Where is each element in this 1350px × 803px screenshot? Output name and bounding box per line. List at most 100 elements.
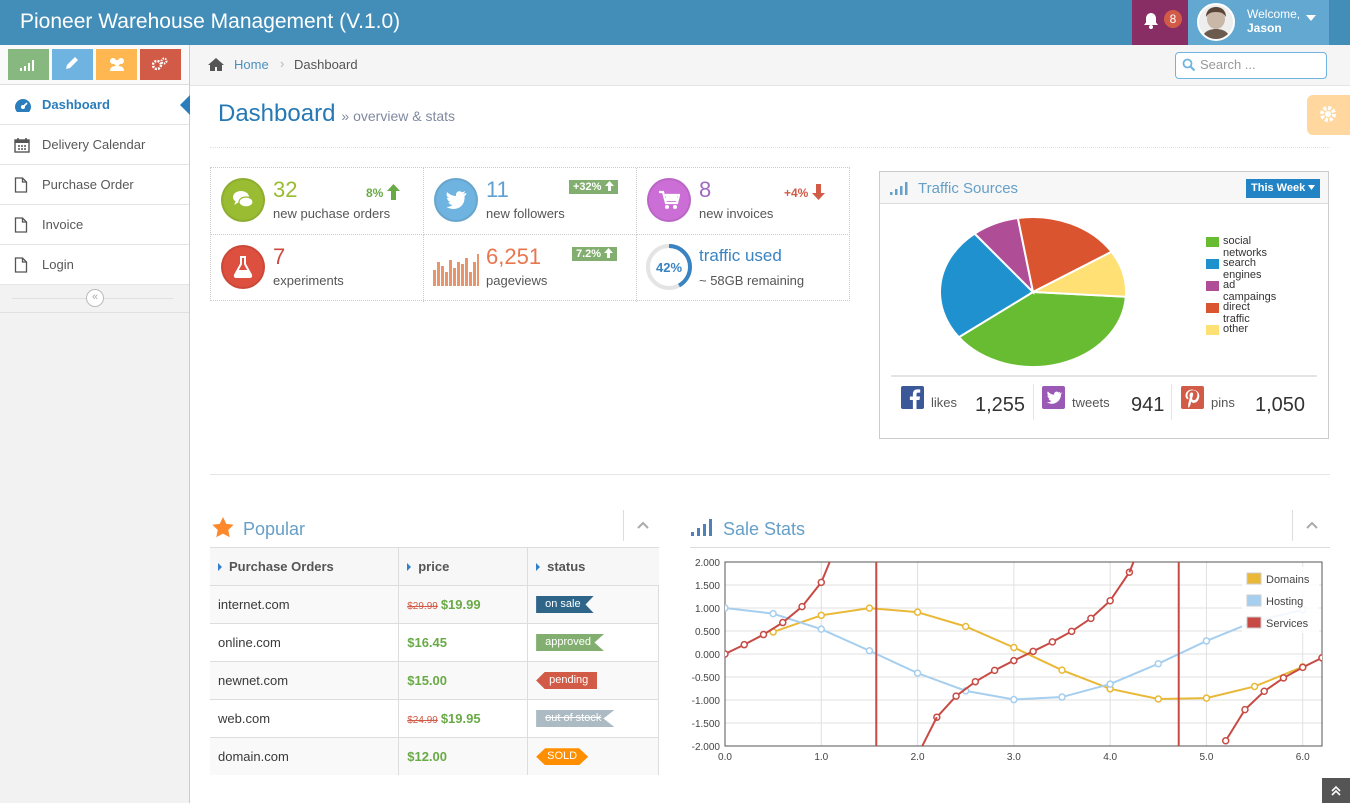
data-point [1087,614,1095,623]
chart-legend: Domains Hosting Services [1242,567,1319,633]
widget-title: Sale Stats [723,519,806,539]
shortcut-settings-button[interactable] [140,49,181,80]
pencil-icon [66,57,78,69]
social-label: likes [931,395,958,410]
infobox-icon [647,178,691,222]
home-icon[interactable] [207,57,225,72]
popular-widget-header: Popular [210,510,659,548]
y-tick-label: -2.000 [692,742,721,753]
welcome-text: Welcome, Jason [1247,7,1301,35]
data-point [971,677,980,686]
range-dropdown[interactable]: This Week [1246,179,1321,198]
sparkline-bar [469,272,472,286]
y-tick-label: -1.500 [692,719,721,730]
column-header[interactable]: Purchase Orders [210,548,400,586]
sidebar-item-label: Dashboard [42,97,110,112]
page-title: Dashboard [218,100,336,127]
price-cell: $29.99 $19.99 [398,584,529,623]
user-menu[interactable]: Welcome, Jason [1188,0,1329,45]
shortcut-edit-button[interactable] [52,49,93,80]
breadcrumb-current: Dashboard [294,57,358,72]
notifications-button[interactable]: 8 [1132,0,1188,45]
infobox-number: 6,251 [486,244,542,269]
infobox-invoices: 8 new invoices +4% [637,168,850,235]
infobox-label: ~ 58GB remaining [699,273,805,288]
pie-slice [1029,250,1127,298]
sidebar-item-purchase-order[interactable]: Purchase Order [0,165,189,205]
sidebar-item-delivery-calendar[interactable]: Delivery Calendar [0,125,189,165]
signal-icon [691,519,712,536]
column-header[interactable]: price [398,548,529,586]
infobox-followers: 11 new followers +32% [424,168,637,235]
calendar-icon [14,138,30,153]
arrow-up-icon [386,184,400,200]
table-header-row: Purchase Orders price status [210,548,659,586]
legend-swatch [1206,303,1219,313]
widget-header: Traffic Sources This Week [880,172,1328,204]
shortcut-stats-button[interactable] [8,49,49,80]
x-tick-label: 1.0 [814,752,828,763]
data-point [952,692,960,700]
breadcrumb-home-link[interactable]: Home [234,57,269,72]
price: $12.00 [407,748,447,764]
x-tick-label: 3.0 [1007,752,1021,763]
scroll-to-top-button[interactable] [1322,778,1350,803]
data-point [1106,596,1114,605]
table-row[interactable]: domain.com $12.00 SOLD [210,736,659,775]
price-cell: $15.00 [398,660,529,699]
table-row[interactable]: online.com $16.45 approved [210,622,659,661]
column-header[interactable]: status [527,548,659,586]
sidebar-collapse-button[interactable]: « [86,289,104,307]
price-cell: $12.00 [398,736,529,775]
table-row[interactable]: newnet.com $15.00 pending [210,660,659,699]
breadcrumb: Home › Dashboard [190,45,1350,86]
table-row[interactable]: internet.com $29.99 $19.99 on sale [210,584,659,623]
infobox-number: traffic used [699,246,782,265]
search-input[interactable] [1200,57,1320,72]
legend-label: direct traffic [1223,301,1250,325]
y-tick-label: 1.000 [695,604,720,615]
signal-icon [20,60,34,71]
sidebar-item-login[interactable]: Login [0,245,189,285]
collapse-toggle[interactable] [623,510,660,541]
twitter-icon [446,191,467,209]
avatar [1197,3,1235,41]
caret-down-icon [1306,15,1316,21]
infobox-experiments: 7 experiments [211,235,424,302]
data-point [1010,656,1018,665]
sidebar-item-label: Delivery Calendar [42,137,146,152]
data-point [1058,693,1066,701]
sidebar-item-dashboard[interactable]: Dashboard [0,85,190,125]
collapse-toggle[interactable] [1292,510,1329,541]
y-tick-label: 0.500 [695,627,720,638]
sparkline-bar [437,262,440,286]
shortcut-users-button[interactable] [96,49,137,80]
settings-button[interactable] [1307,95,1350,135]
cogs-icon [152,57,168,71]
price-cell: $16.45 [398,622,529,661]
dashboard-icon [15,99,31,112]
infobox-number: 8 [699,177,712,202]
legend-swatch [1206,259,1219,269]
data-point [1202,637,1211,645]
y-tick-label: 2.000 [695,558,720,569]
social-label: pins [1211,395,1235,410]
sidebar-item-label: Login [42,257,74,272]
table-row[interactable]: web.com $24.99 $19.95 out of stock [210,698,659,737]
sidebar-item-invoice[interactable]: Invoice [0,205,189,245]
data-point [1250,682,1259,691]
file-icon [14,177,28,193]
brand-title[interactable]: Pioneer Warehouse Management (V.1.0) [20,10,401,33]
data-point [1279,674,1288,682]
infobox-delta-badge: +32% [569,180,618,194]
legend-swatch [1206,281,1219,291]
infobox-delta: +4% [784,184,825,200]
sidebar-item-label: Purchase Order [42,177,134,192]
infobox-label: new invoices [699,206,774,221]
infobox-traffic: 42% traffic used ~ 58GB remaining [637,235,850,302]
data-point [913,608,922,616]
infobox-orders: 32 new puchase orders 8% [211,168,424,235]
data-point [759,630,768,639]
twitter-icon [1042,386,1065,409]
data-point [817,625,826,633]
